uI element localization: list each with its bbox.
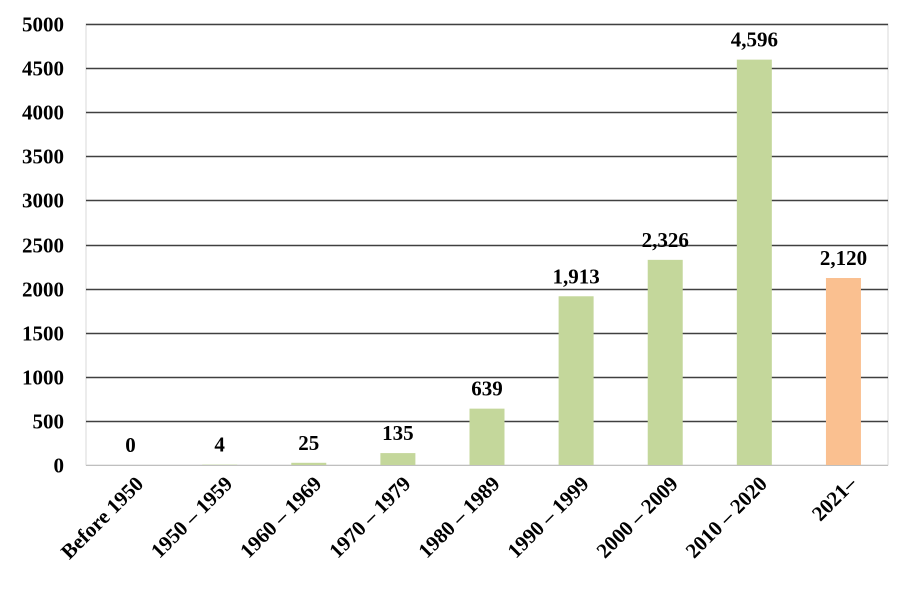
bar <box>291 462 327 465</box>
data-label: 2,326 <box>642 228 689 252</box>
y-tick-label: 5000 <box>22 13 64 37</box>
x-tick-label: 2000 – 2009 <box>592 472 683 563</box>
data-label: 0 <box>125 433 136 457</box>
y-tick-label: 3000 <box>22 189 64 213</box>
bar <box>825 278 861 465</box>
x-tick-label: 1980 – 1989 <box>413 472 504 563</box>
bar <box>469 408 505 465</box>
bar <box>380 453 416 465</box>
data-label: 1,913 <box>552 264 599 288</box>
data-label: 639 <box>471 377 503 401</box>
x-tick-label: 1960 – 1969 <box>235 472 326 563</box>
bar <box>558 296 594 465</box>
y-tick-label: 500 <box>33 410 65 434</box>
x-tick-label: 1970 – 1979 <box>324 472 415 563</box>
data-label: 2,120 <box>820 246 867 270</box>
bar <box>647 259 683 465</box>
y-tick-label: 1500 <box>22 322 64 346</box>
y-tick-label: 2500 <box>22 234 64 258</box>
x-tick-label: 2021– <box>807 471 861 525</box>
bar <box>736 59 772 465</box>
y-tick-label: 4500 <box>22 57 64 81</box>
y-tick-label: 0 <box>54 454 65 478</box>
data-label: 4 <box>214 433 225 457</box>
data-label: 4,596 <box>731 28 778 52</box>
data-label: 135 <box>382 421 414 445</box>
y-tick-label: 2000 <box>22 278 64 302</box>
x-tick-label: 1990 – 1999 <box>502 472 593 563</box>
x-tick-label: Before 1950 <box>56 472 148 564</box>
y-tick-label: 1000 <box>22 366 64 390</box>
x-tick-label: 1950 – 1959 <box>146 472 237 563</box>
y-tick-label: 3500 <box>22 145 64 169</box>
x-tick-label: 2010 – 2020 <box>681 472 772 563</box>
data-label: 25 <box>298 431 319 455</box>
y-tick-label: 4000 <box>22 101 64 125</box>
